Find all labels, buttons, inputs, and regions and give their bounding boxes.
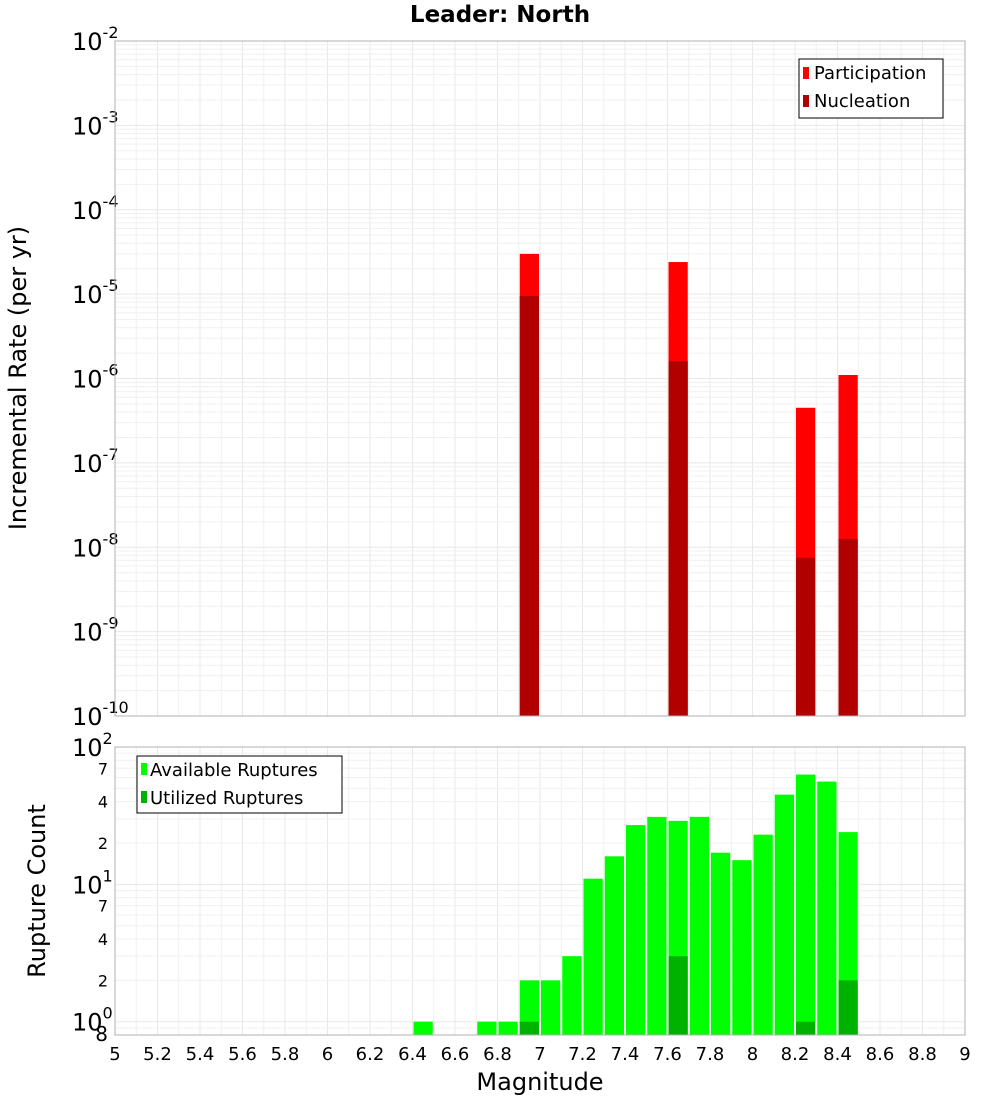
x-tick-label: 7.6 <box>653 1044 682 1065</box>
y-tick-label-major: 100 <box>72 1004 113 1037</box>
bar-utilized-ruptures <box>796 1021 816 1035</box>
bottom-legend-box <box>136 755 343 814</box>
bar-available-ruptures <box>689 816 709 1035</box>
top-bars <box>519 253 858 716</box>
chart-title: Leader: North <box>410 2 590 28</box>
bar-nucleation <box>519 296 539 716</box>
bottom-legend: Available Ruptures Utilized Ruptures <box>136 755 343 814</box>
bottom-plot-frame <box>114 746 966 1036</box>
y-tick-label-minor: 2 <box>98 971 108 990</box>
x-tick-label: 5.8 <box>271 1044 300 1065</box>
y-tick-label: 10-2 <box>72 23 119 56</box>
bar-available-ruptures <box>413 1021 433 1035</box>
y-tick-label-minor: 4 <box>98 793 108 812</box>
bottom-y-axis-label: Rupture Count <box>23 804 51 978</box>
x-tick-label: 7 <box>534 1044 545 1065</box>
top-legend-box <box>798 58 944 119</box>
x-tick-label: 5 <box>109 1044 120 1065</box>
x-tick-label: 7.8 <box>696 1044 725 1065</box>
bar-available-ruptures <box>647 816 667 1035</box>
legend-label-available-ruptures: Available Ruptures <box>150 760 318 781</box>
top-legend: Participation Nucleation <box>798 58 944 119</box>
bar-available-ruptures <box>477 1021 497 1035</box>
x-tick-label: 5.6 <box>228 1044 257 1065</box>
x-tick-label: 7.2 <box>568 1044 597 1065</box>
x-tick-label: 8.8 <box>908 1044 937 1065</box>
bar-utilized-ruptures <box>838 980 858 1035</box>
y-tick-label-minor: 8 <box>95 1022 108 1046</box>
x-tick-label: 6 <box>322 1044 333 1065</box>
top-y-axis-label: Incremental Rate (per yr) <box>4 226 32 530</box>
bar-available-ruptures <box>753 834 773 1035</box>
bottom-bars <box>413 774 858 1035</box>
bar-available-ruptures <box>817 781 837 1035</box>
y-tick-label-major: 102 <box>72 729 113 762</box>
x-axis-label: Magnitude <box>476 1068 603 1096</box>
y-tick-label: 10-8 <box>72 529 119 562</box>
legend-swatch-nucleation <box>803 95 809 107</box>
x-tick-label: 8.4 <box>823 1044 852 1065</box>
bar-available-ruptures <box>498 1021 518 1035</box>
x-tick-label: 6.2 <box>356 1044 385 1065</box>
legend-swatch-participation <box>803 67 809 79</box>
bar-nucleation <box>668 361 688 716</box>
top-plot-frame <box>114 40 966 717</box>
bar-nucleation <box>796 557 816 716</box>
x-tick-label: 6.8 <box>483 1044 512 1065</box>
bar-available-ruptures <box>583 878 603 1035</box>
y-tick-label: 10-6 <box>72 361 119 394</box>
bar-available-ruptures <box>774 794 794 1035</box>
bar-available-ruptures <box>626 825 646 1035</box>
legend-swatch-utilized-ruptures <box>141 791 147 803</box>
x-tick-label: 9 <box>959 1044 970 1065</box>
x-tick-labels: 5 5.2 5.4 5.6 5.8 6 6.2 6.4 6.6 6.8 7 7.2 7.4 7.6 7.8 8… <box>109 1044 970 1065</box>
bottom-y-tick-labels: 102 101 100 7 4 2 7 4 2 8 <box>72 729 113 1046</box>
bar-available-ruptures <box>562 956 582 1035</box>
x-tick-label: 8.6 <box>866 1044 895 1065</box>
bar-available-ruptures <box>541 980 561 1035</box>
bar-available-ruptures <box>519 980 539 1035</box>
y-tick-label-minor: 7 <box>98 897 108 916</box>
x-tick-label: 5.2 <box>143 1044 172 1065</box>
bar-available-ruptures <box>604 856 624 1035</box>
x-tick-label: 8 <box>747 1044 758 1065</box>
x-tick-label: 8.2 <box>781 1044 810 1065</box>
legend-label-participation: Participation <box>814 63 926 84</box>
bar-available-ruptures <box>732 860 752 1035</box>
y-tick-label: 10-10 <box>72 698 129 731</box>
bar-available-ruptures <box>796 774 816 1035</box>
bottom-panel: 102 101 100 7 4 2 7 4 2 8 5 5.2 5.4 5.6 5.8 6 6.2 6.4 6.6… <box>23 729 971 1096</box>
bar-nucleation <box>838 539 858 716</box>
top-grid <box>114 41 966 717</box>
legend-label-utilized-ruptures: Utilized Ruptures <box>150 788 303 809</box>
legend-swatch-available-ruptures <box>141 763 147 775</box>
x-tick-label: 5.4 <box>186 1044 215 1065</box>
y-tick-label-minor: 7 <box>98 759 108 778</box>
x-tick-label: 6.4 <box>398 1044 427 1065</box>
y-tick-label-minor: 2 <box>98 834 108 853</box>
x-tick-label: 7.4 <box>611 1044 640 1065</box>
y-tick-label-minor: 4 <box>98 930 108 949</box>
y-tick-label-major: 101 <box>72 866 113 899</box>
bar-utilized-ruptures <box>668 956 688 1035</box>
bar-utilized-ruptures <box>519 1021 539 1035</box>
x-tick-label: 6.6 <box>441 1044 470 1065</box>
bar-available-ruptures <box>711 852 731 1035</box>
legend-label-nucleation: Nucleation <box>814 91 910 112</box>
